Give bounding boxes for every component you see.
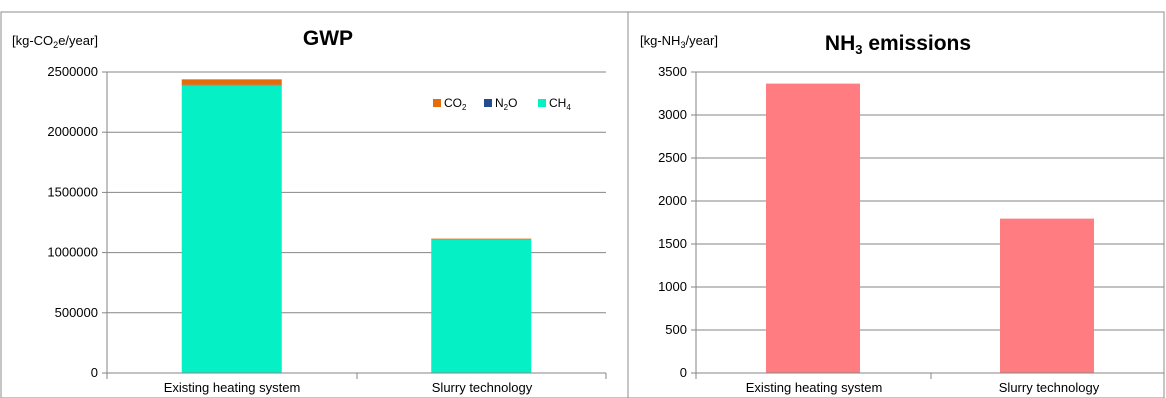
nh3-unit-label: [kg-NH3/year] xyxy=(640,33,718,50)
nh3-y-tick-label: 2500 xyxy=(658,150,687,165)
nh3-y-tick-labels: 0 500 1000 1500 2000 2500 3000 3500 xyxy=(658,64,687,380)
nh3-y-tick-label: 3000 xyxy=(658,107,687,122)
gwp-y-tick-labels: 0 500000 1000000 1500000 2000000 2500000 xyxy=(47,64,98,380)
gwp-bars xyxy=(181,79,532,373)
gwp-y-tick-label: 500000 xyxy=(55,305,98,320)
gwp-category-label: Existing heating system xyxy=(164,380,301,395)
nh3-bar-nh3 xyxy=(1000,218,1094,373)
nh3-chart: 0 500 1000 1500 2000 2500 3000 3500 Existing he… xyxy=(640,32,1164,395)
gwp-y-tick-label: 1500000 xyxy=(47,184,98,199)
nh3-category-label: Existing heating system xyxy=(746,380,883,395)
legend-label-ch4: CH4 xyxy=(549,96,571,112)
nh3-chart-title: NH3 emissions xyxy=(825,32,971,57)
gwp-chart-title: GWP xyxy=(303,27,353,50)
gwp-y-tick-label: 2000000 xyxy=(47,124,98,139)
legend-label-n2o: N2O xyxy=(495,96,517,112)
gwp-unit-label: [kg-CO2e/year] xyxy=(12,33,98,50)
gwp-category-label: Slurry technology xyxy=(432,380,533,395)
gwp-y-tick-label: 0 xyxy=(91,365,98,380)
gwp-bar-co2 xyxy=(181,79,282,85)
nh3-y-tick-label: 2000 xyxy=(658,193,687,208)
legend-swatch-n2o xyxy=(484,99,492,107)
legend-swatch-ch4 xyxy=(538,99,546,107)
gwp-chart: 0 500000 1000000 1500000 2000000 2500000 Exis… xyxy=(12,27,607,395)
nh3-y-tick-label: 1000 xyxy=(658,279,687,294)
nh3-bars xyxy=(766,83,1094,374)
nh3-y-tick-label: 500 xyxy=(665,322,687,337)
gwp-bar-ch4 xyxy=(431,239,532,373)
gwp-y-tick-label: 1000000 xyxy=(47,245,98,260)
nh3-y-tick-label: 1500 xyxy=(658,236,687,251)
nh3-y-tick-label: 0 xyxy=(680,365,687,380)
gwp-bar-ch4 xyxy=(181,85,282,373)
legend-swatch-co2 xyxy=(433,99,441,107)
nh3-bar-nh3 xyxy=(766,83,860,374)
nh3-y-tick-label: 3500 xyxy=(658,64,687,79)
nh3-category-label: Slurry technology xyxy=(999,380,1100,395)
gwp-legend: CO2 N2O CH4 xyxy=(433,96,571,112)
gwp-y-tick-label: 2500000 xyxy=(47,64,98,79)
legend-label-co2: CO2 xyxy=(444,96,467,112)
